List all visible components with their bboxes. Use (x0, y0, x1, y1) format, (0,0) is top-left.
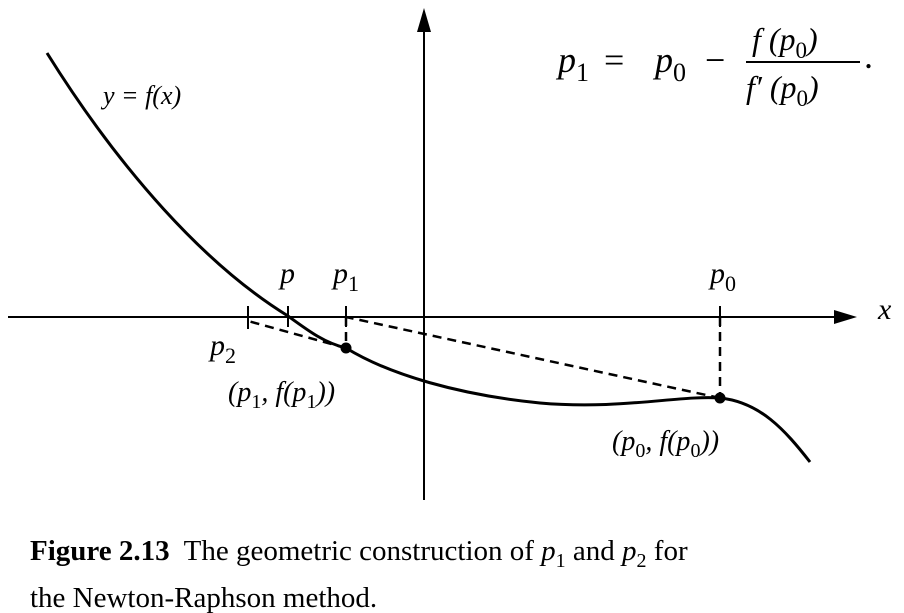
caption-p1: p (541, 535, 556, 567)
caption-text-a: The geometric construction of (183, 535, 542, 567)
caption-text-b: for (646, 535, 688, 567)
point-p0 (714, 392, 726, 404)
y-axis-arrow (417, 8, 431, 32)
figure-number: Figure 2.13 (30, 535, 170, 567)
label-point-p1: (p1, f(p1)) (228, 377, 335, 413)
caption-p2: p (622, 535, 637, 567)
formula-period: . (864, 36, 873, 76)
label-point-p0: (p0, f(p0)) (612, 426, 719, 462)
function-curve (45, 52, 812, 463)
label-p1: p1 (331, 257, 359, 296)
diagram: x y = f(x) p p1 p0 p2 (p1, f(p1)) (p0, f… (8, 8, 892, 500)
caption-and: and (565, 535, 623, 567)
label-p2: p2 (208, 329, 236, 368)
formula-numerator: f (p0) (752, 21, 818, 63)
formula-p0: p0 (652, 40, 686, 87)
x-axis-label: x (877, 293, 892, 326)
caption-line-1: Figure 2.13 The geometric construction of… (30, 533, 890, 580)
formula-equals: = (604, 40, 624, 80)
caption-p1-sub: 1 (555, 549, 566, 572)
tangent-at-p0 (345, 315, 721, 400)
curve-label: y = f(x) (100, 81, 181, 110)
newton-formula: p1 = p0 − f (p0) f′ (p0) . (555, 21, 873, 111)
x-axis-arrow (834, 310, 857, 324)
point-p1 (340, 342, 352, 354)
caption-line-2: the Newton-Raphson method. (30, 581, 378, 613)
label-p: p (278, 257, 295, 290)
formula-minus: − (705, 40, 725, 80)
formula-denominator: f′ (p0) (746, 69, 819, 111)
label-p0: p0 (708, 257, 736, 296)
formula-lhs: p1 (555, 40, 589, 87)
figure-caption: Figure 2.13 The geometric construction of… (30, 533, 890, 613)
caption-p2-sub: 2 (636, 549, 647, 572)
tangent-at-p1 (247, 319, 347, 350)
